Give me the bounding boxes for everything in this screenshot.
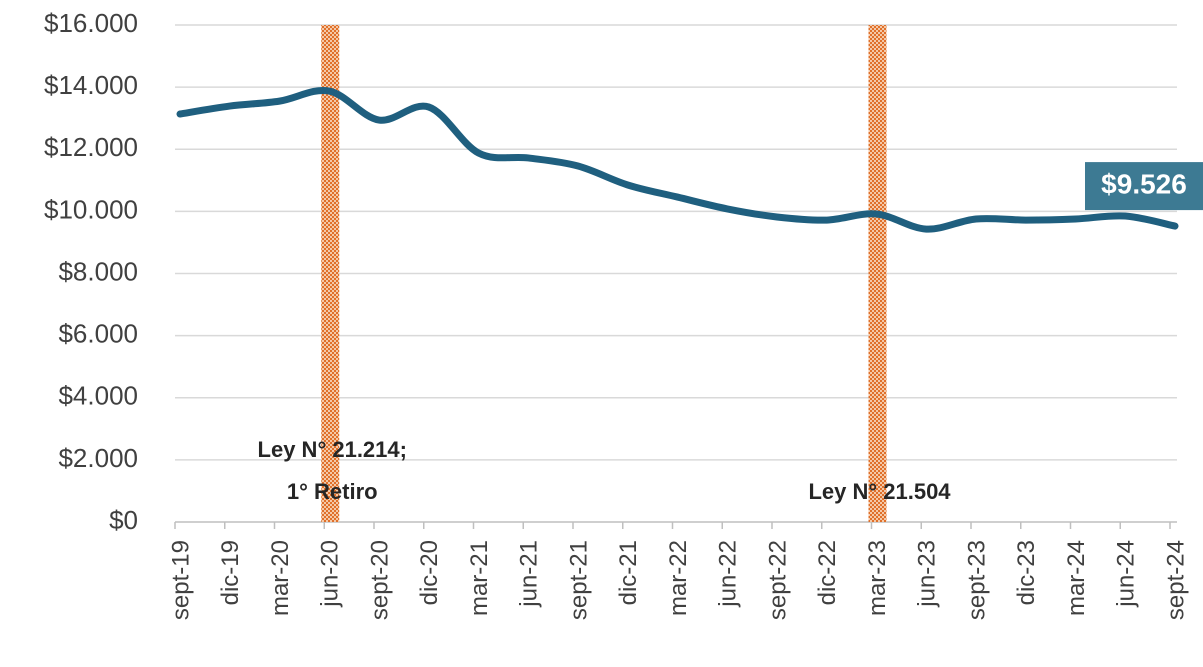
- y-tick-label: $8.000: [58, 256, 138, 286]
- y-tick-label: $14.000: [44, 70, 138, 100]
- annotation-text: Ley N° 21.214;: [258, 437, 407, 462]
- x-tick-label: dic-23: [1013, 540, 1040, 605]
- x-tick-label: sept-19: [167, 540, 194, 620]
- x-tick-label: sept-23: [963, 540, 990, 620]
- x-tick-label: sept-21: [565, 540, 592, 620]
- x-tick-label: jun-23: [914, 540, 941, 608]
- x-tick-label: mar-24: [1063, 540, 1090, 616]
- x-tick-label: jun-21: [516, 540, 543, 608]
- y-tick-label: $16.000: [44, 8, 138, 38]
- x-tick-label: sept-24: [1162, 540, 1189, 620]
- annotation-text: Ley N° 21.504: [808, 479, 951, 504]
- x-tick-label: jun-20: [317, 540, 344, 608]
- x-tick-label: dic-19: [217, 540, 244, 605]
- x-tick-label: mar-21: [466, 540, 493, 616]
- x-tick-label: mar-20: [267, 540, 294, 616]
- x-tick-label: jun-22: [715, 540, 742, 608]
- x-tick-label: mar-22: [665, 540, 692, 616]
- line: [176, 86, 1179, 233]
- plot: $0 $2.000 $4.000 $6.000 $8.000 $10.000 $12.000…: [44, 8, 1203, 620]
- y-tick-label: $2.000: [58, 443, 138, 473]
- x-tick-label: dic-20: [416, 540, 443, 605]
- x-tick-label: dic-21: [615, 540, 642, 605]
- grid: [174, 24, 1177, 529]
- annotation-text: 1° Retiro: [287, 479, 378, 504]
- x-tick-label: mar-23: [864, 540, 891, 616]
- annotation-band: [868, 25, 887, 522]
- x-tick-label: dic-22: [814, 540, 841, 605]
- y-tick-label: $12.000: [44, 132, 138, 162]
- y-tick-label: $6.000: [58, 319, 138, 349]
- data-label-box: [1085, 162, 1203, 211]
- annotation-band: [321, 25, 340, 522]
- x-tick-label: sept-20: [366, 540, 393, 620]
- y-tick-label: $4.000: [58, 381, 138, 411]
- y-tick-label: $10.000: [44, 194, 138, 224]
- x-tick-label: sept-22: [764, 540, 791, 620]
- y-tick-label: $0: [109, 505, 138, 535]
- annotation-bands: [321, 25, 887, 522]
- data-label: $9.526: [1101, 168, 1187, 199]
- x-tick-label: jun-24: [1113, 540, 1140, 608]
